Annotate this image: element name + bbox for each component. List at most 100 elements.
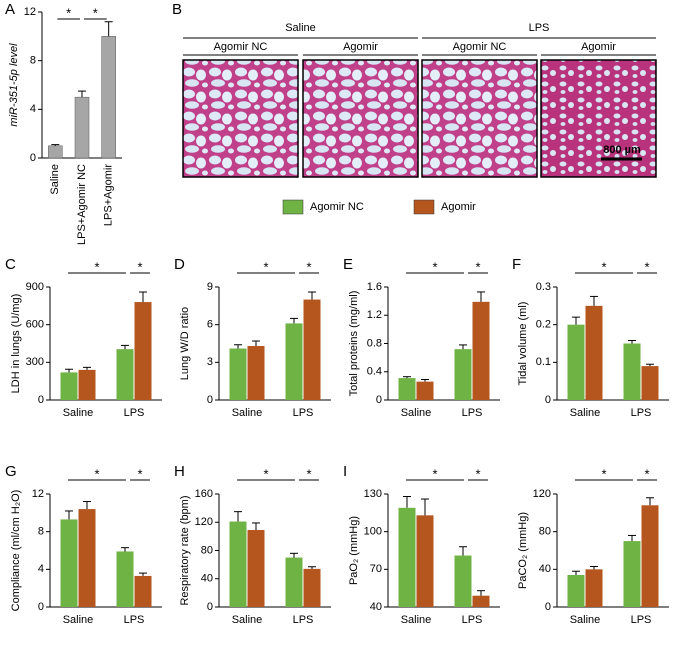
significance-mark: * [475, 466, 480, 481]
error-bar [459, 546, 467, 556]
significance-mark: * [432, 259, 437, 274]
error-bar [477, 291, 485, 302]
error-bar [421, 498, 429, 516]
bar [116, 551, 134, 607]
panel-label: C [5, 256, 16, 273]
bar [247, 530, 265, 607]
error-bar [252, 522, 260, 531]
y-tick-label: 6 [207, 319, 213, 331]
error-bar [121, 344, 129, 350]
significance-mark: * [137, 466, 142, 481]
y-axis-label: LDH in lungs (U/mg) [10, 294, 22, 394]
image-label: Agomir [343, 41, 378, 53]
y-tick-label: 8 [30, 55, 36, 67]
y-tick-label: 70 [370, 563, 382, 575]
y-tick-label: 3 [207, 356, 213, 368]
significance-mark: * [601, 466, 606, 481]
error-bar [403, 376, 411, 379]
bar [285, 323, 303, 400]
x-tick-label: LPS [462, 614, 483, 626]
error-bar [646, 363, 654, 367]
y-tick-label: 80 [539, 526, 551, 538]
y-tick-label: 120 [195, 516, 213, 528]
significance-mark: * [644, 259, 649, 274]
error-bar [403, 496, 411, 508]
bar [585, 305, 603, 400]
error-bar [121, 547, 129, 552]
y-tick-label: 8 [38, 526, 44, 538]
bar [303, 299, 321, 400]
bar [134, 575, 152, 607]
scale-bar-label: 800 µm [603, 144, 641, 156]
y-tick-label: 0.3 [536, 281, 551, 293]
image-label: Agomir NC [214, 41, 268, 53]
significance-mark: * [644, 466, 649, 481]
significance-mark: * [306, 466, 311, 481]
significance-mark: * [137, 259, 142, 274]
y-tick-label: 0 [545, 601, 551, 613]
error-bar [421, 379, 429, 382]
bar [641, 366, 659, 400]
panel-label: B [172, 1, 182, 18]
y-tick-label: 1.6 [367, 281, 382, 293]
x-tick-label: Saline [401, 614, 432, 626]
significance-mark: * [66, 5, 71, 20]
x-tick-label: LPS+Agomir NC [76, 164, 88, 245]
significance-mark: * [94, 466, 99, 481]
error-bar [65, 510, 73, 520]
x-tick-label: Saline [570, 614, 601, 626]
x-tick-label: Saline [570, 407, 601, 419]
bar [567, 574, 585, 607]
error-bar [234, 344, 242, 349]
bar [60, 519, 78, 607]
histology-image [421, 59, 538, 178]
x-tick-label: Saline [401, 407, 432, 419]
bar [398, 378, 416, 400]
y-tick-label: 0 [207, 601, 213, 613]
bar [454, 555, 472, 607]
y-tick-label: 600 [26, 319, 44, 331]
bar [247, 346, 265, 400]
error-bar [459, 344, 467, 350]
bar [101, 36, 116, 159]
y-axis-label: Tidal volume (ml) [517, 302, 529, 386]
y-tick-label: 900 [26, 281, 44, 293]
bar [416, 381, 434, 400]
group-label: Saline [285, 22, 316, 34]
panel-label: E [343, 256, 353, 273]
bar [78, 509, 96, 607]
y-axis-label: Compliance (ml/cm H₂O) [10, 490, 22, 612]
y-axis-label: Lung W/D ratio [179, 307, 191, 380]
error-bar [572, 570, 580, 575]
bar [454, 349, 472, 400]
x-tick-label: LPS+Agomir [103, 164, 115, 226]
error-bar [51, 144, 60, 146]
y-tick-label: 12 [32, 488, 44, 500]
x-tick-label: Saline [232, 407, 263, 419]
significance-mark: * [601, 259, 606, 274]
y-tick-label: 40 [539, 563, 551, 575]
error-bar [252, 340, 260, 347]
y-axis-label: PaO₂ (mmHg) [348, 516, 360, 585]
x-tick-label: Saline [232, 614, 263, 626]
x-tick-label: Saline [63, 407, 94, 419]
legend-label: Agomir NC [310, 201, 364, 213]
y-tick-label: 0.8 [367, 337, 382, 349]
error-bar [139, 291, 147, 303]
significance-mark: * [432, 466, 437, 481]
significance-mark: * [94, 259, 99, 274]
x-tick-label: Saline [63, 614, 94, 626]
y-tick-label: 0 [545, 394, 551, 406]
bar [416, 515, 434, 607]
error-bar [572, 316, 580, 325]
bar [472, 301, 490, 400]
error-bar [308, 291, 316, 300]
bar [623, 343, 641, 400]
x-tick-label: LPS [124, 614, 145, 626]
error-bar [104, 21, 113, 37]
y-tick-label: 12 [24, 6, 36, 18]
panel-label: I [343, 463, 347, 480]
bar [60, 372, 78, 400]
